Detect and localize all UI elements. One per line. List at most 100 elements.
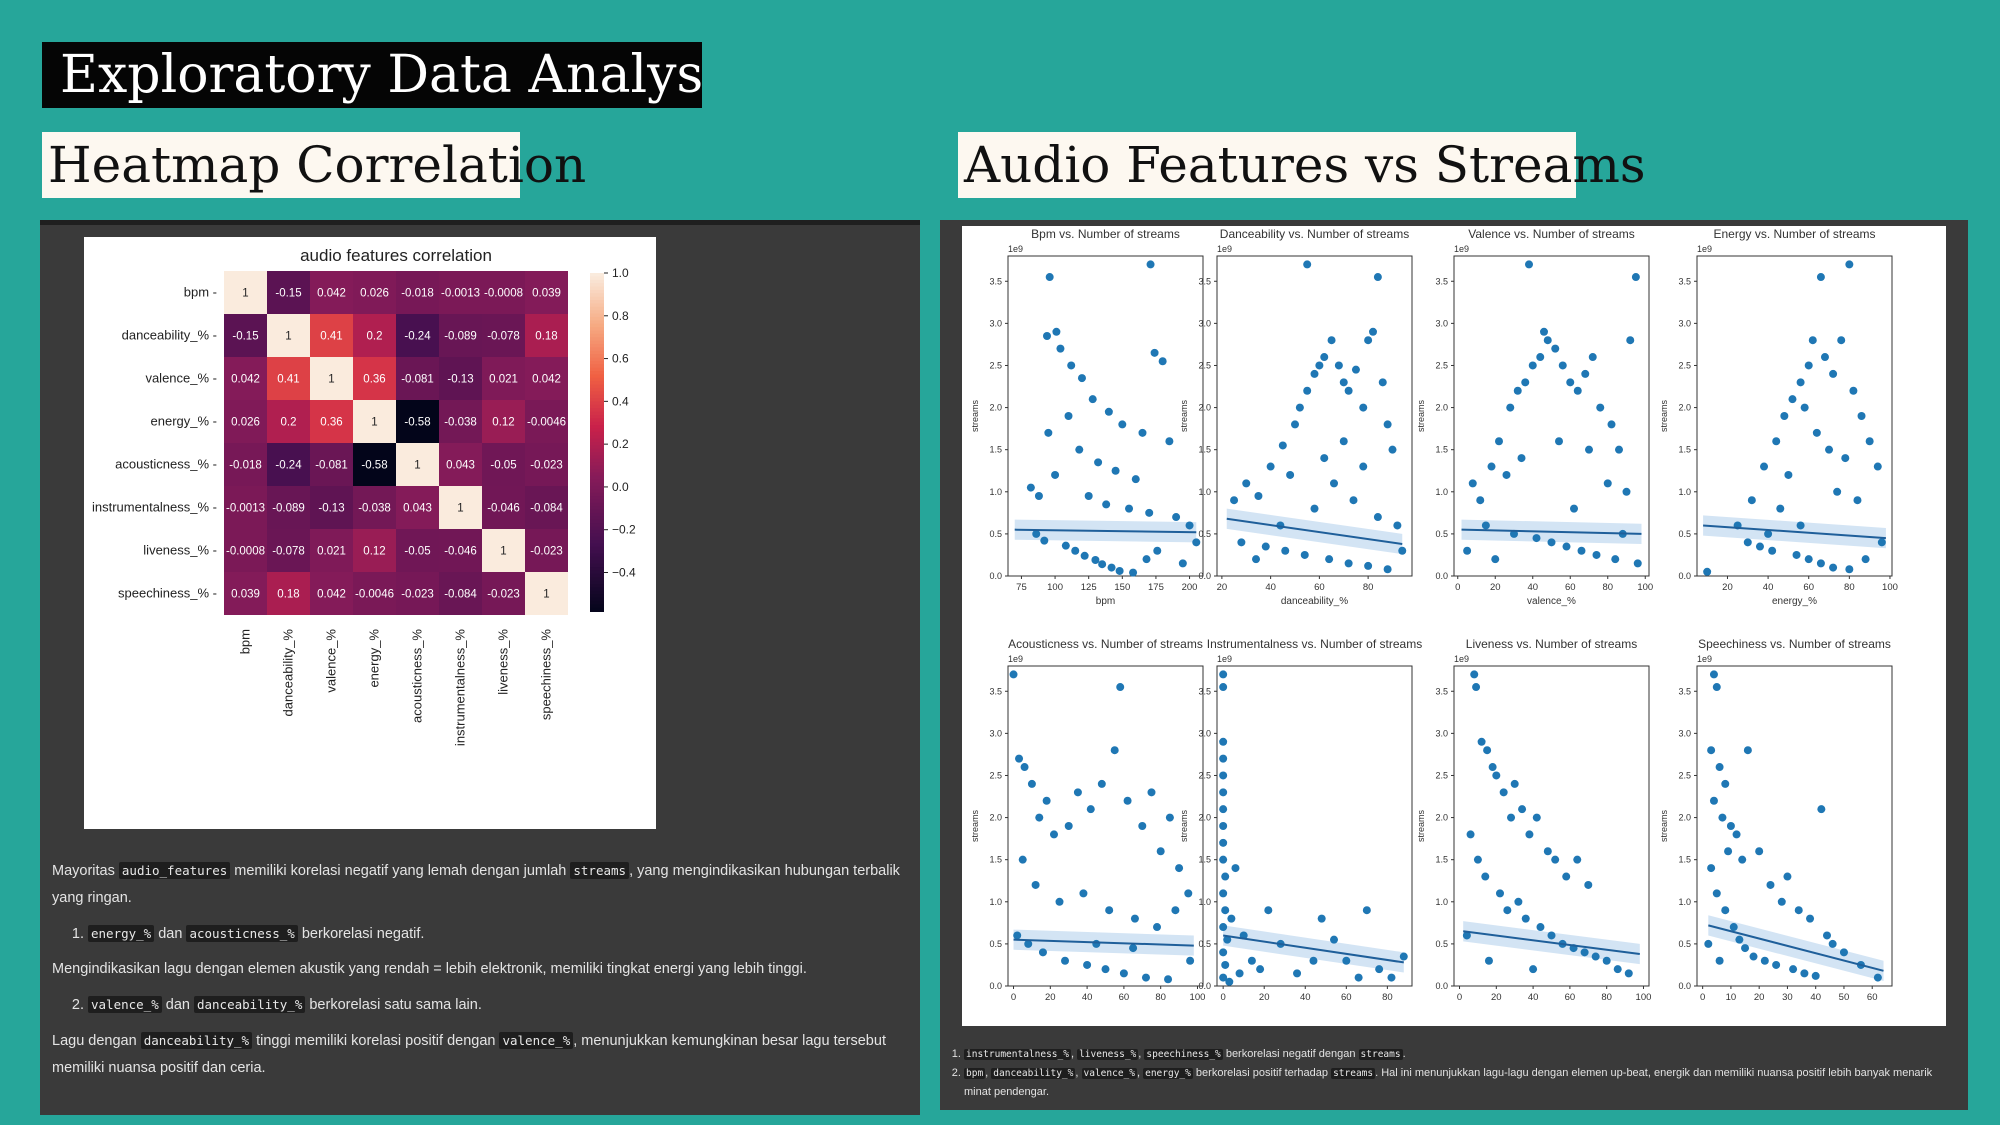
scatter-point <box>1291 420 1299 429</box>
heatmap-cell <box>310 357 353 400</box>
y-tick-label: 3.0 <box>1435 318 1448 328</box>
heatmap-cell <box>396 357 439 400</box>
scatter-point <box>1388 445 1397 454</box>
scatter-point <box>1707 746 1716 755</box>
y-tick-label: 1.5 <box>1198 855 1211 865</box>
cell-label: -0.089 <box>444 331 477 343</box>
y-axis-label: streams <box>1416 400 1426 433</box>
scatter-point <box>1334 361 1343 370</box>
colorbar-segment <box>590 320 604 325</box>
scatter-point <box>1119 969 1128 978</box>
scatter-point <box>1780 412 1789 420</box>
scatter-point <box>1463 546 1472 555</box>
colorbar-segment <box>590 492 604 498</box>
text: Lagu dengan <box>52 1033 141 1049</box>
colorbar-segment <box>590 391 604 396</box>
scatter-point <box>1495 437 1503 446</box>
scatter-point <box>1375 965 1384 974</box>
x-tick-label: 20 <box>1491 992 1502 1003</box>
heatmap-cell <box>353 443 396 486</box>
scatter-point <box>1092 939 1101 948</box>
y-tick-label: 3.5 <box>1678 276 1691 286</box>
x-axis-label: danceability_% <box>1281 596 1348 607</box>
scatter-point <box>1264 906 1273 915</box>
scatter-point <box>1230 496 1239 505</box>
row-label: danceability_% - <box>122 328 217 343</box>
colorbar-segment <box>590 374 604 379</box>
x-tick-label: 175 <box>1148 582 1164 593</box>
scatter-point <box>1235 969 1244 978</box>
plot-title: Speechiness vs. Number of streams <box>1698 637 1891 651</box>
scatter-point <box>1219 683 1228 692</box>
colorbar-segment <box>590 354 604 359</box>
scatter-point <box>1517 454 1526 463</box>
colorbar-segment <box>590 597 604 602</box>
colorbar-segment <box>590 367 604 373</box>
y-tick-label: 1.0 <box>989 897 1002 907</box>
scatter-point <box>1027 779 1036 788</box>
cell-label: -0.023 <box>487 589 520 601</box>
scatter-point <box>1518 805 1527 814</box>
y-tick-label: 2.0 <box>1678 403 1691 413</box>
scatter-point <box>1488 763 1497 772</box>
scatter-point <box>1009 670 1018 679</box>
scatter-point <box>1502 470 1511 479</box>
colorbar-segment <box>590 472 604 477</box>
paragraph-1: Mayoritas audio_features memiliki korela… <box>52 857 912 912</box>
scatter-point <box>1547 931 1556 940</box>
scatter-point <box>1804 361 1813 370</box>
code: bpm <box>964 1068 986 1079</box>
scatter-point <box>1150 348 1159 357</box>
y-tick-label: 3.0 <box>989 318 1002 328</box>
colorbar-segment <box>590 482 604 487</box>
text: dan <box>154 926 187 942</box>
scatter-point <box>1295 403 1304 412</box>
y-tick-label: 0.0 <box>1678 981 1691 991</box>
scatter-point <box>1237 538 1246 547</box>
scatter-point <box>1833 487 1842 496</box>
scatter-point <box>1825 445 1834 454</box>
scatter-point <box>1596 403 1605 412</box>
y-tick-label: 2.5 <box>1435 360 1448 370</box>
scatter-point <box>1024 939 1033 948</box>
scatter-point <box>1084 492 1093 500</box>
scatter-point <box>1768 546 1777 555</box>
notes-list: instrumentalness_%, liveness_%, speechin… <box>950 1045 1950 1102</box>
cell-label: -0.0046 <box>527 417 566 429</box>
x-tick-label: 125 <box>1081 582 1097 593</box>
scatter-point <box>1309 956 1318 965</box>
cell-label: -0.24 <box>275 460 302 472</box>
y-tick-label: 0.5 <box>1198 939 1211 949</box>
plot-title: Energy vs. Number of streams <box>1713 227 1875 241</box>
scatter-point <box>1061 541 1070 550</box>
scatter-point <box>1528 361 1537 370</box>
scatter-point <box>1310 504 1319 513</box>
colorbar-segment <box>590 327 604 332</box>
code-energy: energy_% <box>88 925 155 942</box>
code-valence: valence_% <box>88 996 162 1013</box>
colorbar-segment <box>590 404 604 410</box>
code-valence: valence_% <box>499 1032 574 1049</box>
scatter-point <box>1514 897 1523 906</box>
code: liveness_% <box>1077 1049 1139 1060</box>
heatmap-cell <box>224 400 267 443</box>
text: , <box>1070 1048 1078 1060</box>
scatter-point <box>1184 889 1193 898</box>
scatter-point <box>1364 336 1373 345</box>
heatmap-cell <box>224 314 267 357</box>
heatmap-cell <box>310 572 353 615</box>
scatter-point <box>1344 386 1353 395</box>
scatter-point <box>1130 914 1139 923</box>
scatter-point <box>1808 336 1817 345</box>
scatter-point <box>1829 563 1838 572</box>
plot-title: Valence vs. Number of streams <box>1468 227 1635 241</box>
colorbar-segment <box>590 573 604 579</box>
scatter-point <box>1633 559 1642 568</box>
heatmap-cell <box>482 357 525 400</box>
scatter-point <box>1726 822 1735 830</box>
trend-line <box>1226 517 1403 545</box>
colorbar-segment <box>590 543 604 548</box>
colorbar-segment <box>590 563 604 569</box>
scatter-point <box>1615 445 1623 454</box>
cell-label: -0.58 <box>404 417 430 429</box>
